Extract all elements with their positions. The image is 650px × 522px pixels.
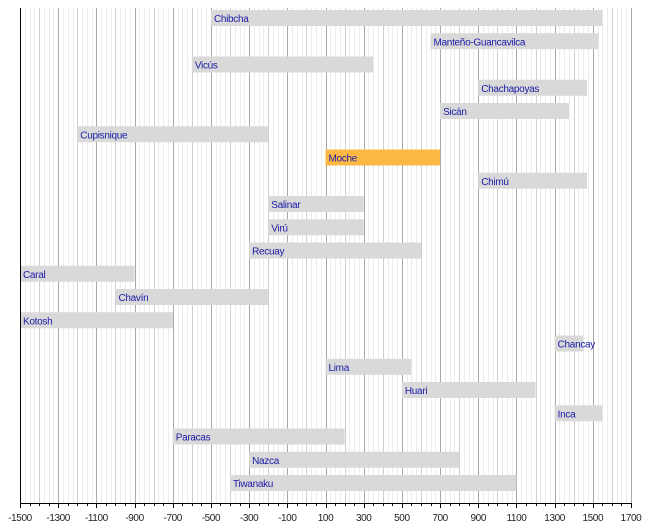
x-tick-label: -1500 xyxy=(8,513,32,522)
bar-huari xyxy=(401,382,536,398)
bar-virú xyxy=(268,219,364,236)
bar-chavín xyxy=(115,289,269,305)
bar-label: Chimú xyxy=(481,177,508,188)
bar-label: Cupisnique xyxy=(80,130,128,141)
bar-label: Tiwanaku xyxy=(233,479,273,490)
bar-label: Chancay xyxy=(558,340,596,351)
bar-label: Sicán xyxy=(443,107,467,118)
x-tick-label: -100 xyxy=(278,513,297,522)
x-tick-label: 1700 xyxy=(621,513,642,522)
x-tick-label: 1100 xyxy=(506,513,527,522)
bar-label: Chavín xyxy=(118,293,148,304)
x-tick-label: -300 xyxy=(240,513,259,522)
bar-label: Kotosh xyxy=(23,316,52,327)
bar-paracas xyxy=(172,428,345,445)
bar-label: Moche xyxy=(329,154,358,165)
bar-chimú xyxy=(478,172,588,189)
bar-caral xyxy=(20,265,135,282)
bar-label: Huari xyxy=(405,386,427,397)
bar-label: Lima xyxy=(329,363,350,374)
bar-moche xyxy=(325,149,441,166)
x-tick-label: -700 xyxy=(164,513,183,522)
x-tick-label: 900 xyxy=(471,513,487,522)
bar-nazca xyxy=(249,451,460,468)
x-tick-label: 1500 xyxy=(582,513,603,522)
x-tick-label: 300 xyxy=(356,513,372,522)
bar-vicús xyxy=(191,56,374,73)
bar-label: Paracas xyxy=(176,433,211,444)
bar-label: Virú xyxy=(271,223,287,234)
x-tick-label: -900 xyxy=(125,513,144,522)
bar-tiwanaku xyxy=(230,475,517,491)
bar-chibcha xyxy=(210,10,603,26)
bar-manteño-guancavilca xyxy=(430,33,599,50)
bar-label: Recuay xyxy=(252,247,284,258)
x-tick-label: -1300 xyxy=(46,513,70,522)
bar-chachapoyas xyxy=(478,79,588,96)
bar-lima xyxy=(325,358,412,375)
bar-salinar xyxy=(268,196,364,212)
bar-label: Caral xyxy=(23,270,45,281)
bar-label: Nazca xyxy=(252,456,280,467)
bar-sicán xyxy=(440,103,569,119)
bar-label: Inca xyxy=(558,409,576,420)
x-tick-label: 700 xyxy=(432,513,448,522)
bar-label: Chachapoyas xyxy=(481,84,539,95)
bar-chancay xyxy=(554,335,584,352)
x-tick-label: -500 xyxy=(202,513,221,522)
bar-recuay xyxy=(249,242,421,259)
bar-inca xyxy=(554,405,603,422)
bar-label: Manteño-Guancavilca xyxy=(434,37,526,48)
bar-kotosh xyxy=(20,312,173,329)
bar-label: Salinar xyxy=(271,200,301,211)
x-tick-label: 100 xyxy=(318,513,334,522)
x-tick-label: 1300 xyxy=(544,513,565,522)
bar-cupisnique xyxy=(77,126,269,143)
bar-label: Vicús xyxy=(195,61,218,72)
x-tick-label: 500 xyxy=(394,513,410,522)
x-tick-label: -1100 xyxy=(85,513,109,522)
bar-label: Chibcha xyxy=(214,14,249,25)
